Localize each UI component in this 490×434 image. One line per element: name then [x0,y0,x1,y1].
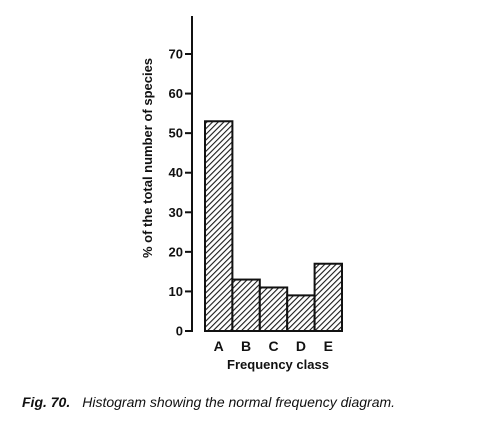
y-tick-label: 40 [169,165,183,180]
y-axis-ticks: 0 10 20 30 40 50 60 70 [169,47,192,339]
y-tick-label: 10 [169,284,183,299]
figure-caption-text: Histogram showing the normal frequency d… [82,394,396,410]
bar-e [313,262,344,333]
y-tick-label: 30 [169,205,183,220]
bars-group [204,120,344,333]
x-tick-label: A [214,338,224,354]
figure-caption: Fig. 70. Histogram showing the normal fre… [22,394,395,410]
x-tick-label: B [241,338,251,354]
y-tick-label: 20 [169,244,183,259]
x-axis-title: Frequency class [227,357,329,372]
bar-a [204,120,234,333]
y-axis-title: % of the total number of species [140,58,155,258]
figure-caption-label: Fig. 70. [22,394,71,410]
bar-c [258,286,289,333]
bar-d [286,294,316,332]
x-tick-label: D [296,338,306,354]
bar-b [231,278,261,332]
x-tick-label: C [268,338,278,354]
x-axis-ticks: A B C D E [214,338,333,354]
x-tick-label: E [324,338,333,354]
y-tick-label: 70 [169,47,183,62]
y-tick-label: 50 [169,126,183,141]
y-tick-label: 60 [169,86,183,101]
y-tick-label: 0 [176,324,183,339]
